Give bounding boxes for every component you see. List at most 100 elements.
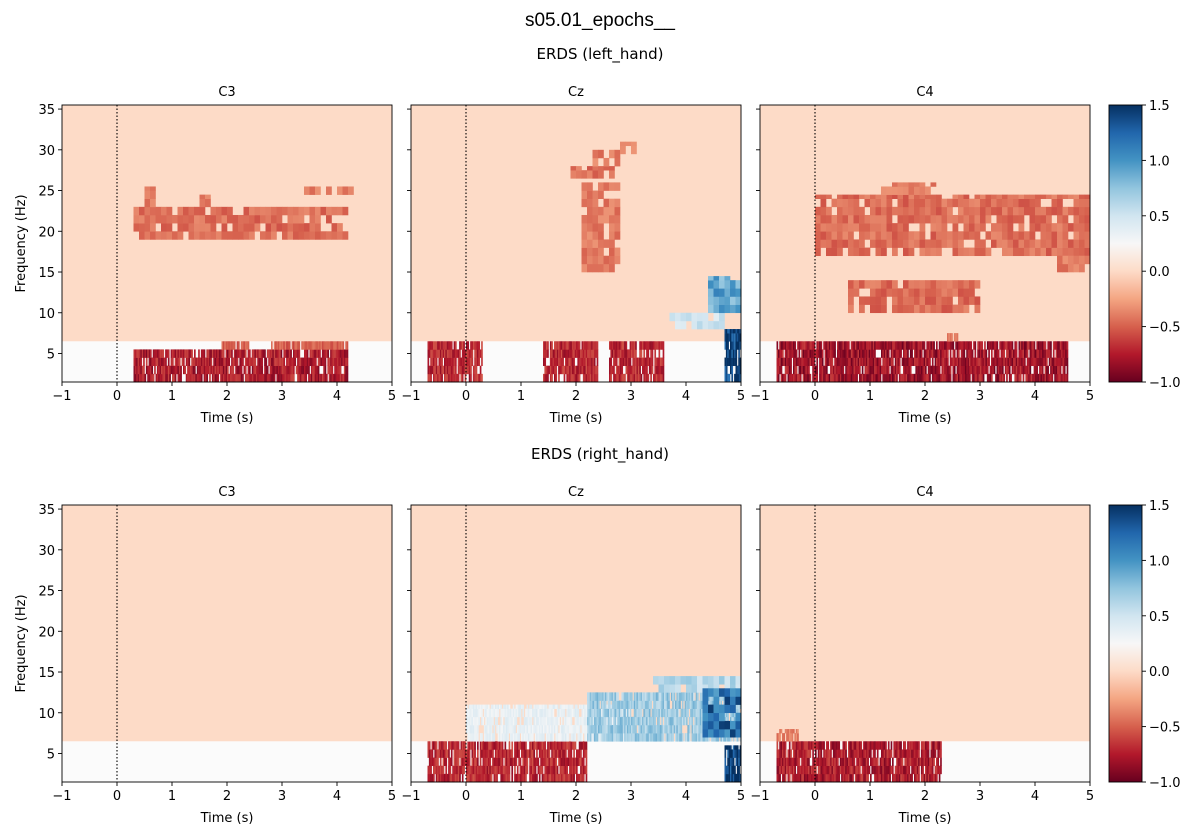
heatmap-region <box>669 312 725 330</box>
x-tick-label: 1 <box>168 789 176 804</box>
x-axis-label: Time (s) <box>200 411 254 426</box>
x-tick-label: 4 <box>1031 789 1039 804</box>
x-tick-label: 0 <box>113 789 121 804</box>
x-tick-label: 3 <box>976 789 984 804</box>
heatmap-background <box>760 505 1090 782</box>
panel-title: C3 <box>218 85 235 100</box>
x-tick-label: −1 <box>52 389 71 404</box>
colorbar-left_hand: 1.5 1.0 0.5 0.0 −0.5 −1.0 <box>1108 99 1181 391</box>
x-tick-label: 2 <box>572 789 580 804</box>
colorbar-gradient <box>1108 504 1143 783</box>
x-tick-label: 1 <box>866 789 874 804</box>
x-tick-label: −1 <box>52 789 71 804</box>
heatmap-background <box>62 505 392 782</box>
x-tick-label: 5 <box>1086 789 1094 804</box>
x-tick-label: 2 <box>572 389 580 404</box>
heatmap-region <box>620 141 637 155</box>
heatmap-region <box>133 349 349 383</box>
panel-title: C3 <box>218 485 235 500</box>
y-tick-label: 35 <box>38 103 55 118</box>
heatmap-region <box>776 341 1069 383</box>
heatmap-region <box>427 341 483 383</box>
x-tick-label: 3 <box>627 389 635 404</box>
heatmap-region <box>776 741 942 783</box>
heatmap-region <box>221 341 250 350</box>
panel-left_hand-c4: C4 −1 0 1 2 3 4 5 Time (s) <box>750 85 1094 426</box>
x-tick-label: 0 <box>462 789 470 804</box>
y-tick-label: 30 <box>38 544 55 559</box>
x-tick-label: 3 <box>976 389 984 404</box>
colorbar-tick-label: −1.0 <box>1149 376 1181 391</box>
heatmap-region <box>427 741 588 783</box>
x-tick-label: 1 <box>517 389 525 404</box>
heatmap-region <box>609 341 665 383</box>
colorbar-tick-label: 0.0 <box>1149 265 1170 280</box>
figure-title: s05.01_epochs__ <box>524 10 675 31</box>
x-tick-label: 4 <box>682 389 690 404</box>
x-tick-label: 2 <box>921 789 929 804</box>
panel-title: Cz <box>568 485 584 500</box>
y-tick-label: 25 <box>38 185 55 200</box>
y-tick-label: 25 <box>38 585 55 600</box>
heatmap-region <box>570 166 615 179</box>
colorbar-tick-label: 0.0 <box>1149 665 1170 680</box>
x-tick-label: 0 <box>462 389 470 404</box>
x-axis-label: Time (s) <box>898 811 952 826</box>
heatmap-region <box>592 149 621 167</box>
x-axis-label: Time (s) <box>549 411 603 426</box>
colorbar-tick-label: −0.5 <box>1149 721 1181 736</box>
heatmap-region <box>304 186 354 195</box>
heatmap-region <box>1057 255 1091 273</box>
x-axis-label: Time (s) <box>549 811 603 826</box>
heatmap-region <box>702 688 742 738</box>
colorbar-tick-label: −1.0 <box>1149 776 1181 791</box>
colorbar-tick-label: 1.0 <box>1149 154 1170 169</box>
heatmap-region <box>543 341 599 383</box>
x-tick-label: 4 <box>333 789 341 804</box>
panel-left_hand-cz: Cz −1 0 1 2 3 4 5 Time (s) <box>401 85 745 426</box>
x-tick-label: 4 <box>682 789 690 804</box>
x-tick-label: 2 <box>223 389 231 404</box>
y-tick-label: 5 <box>47 347 55 362</box>
y-tick-label: 10 <box>38 707 55 722</box>
heatmap-region <box>581 182 621 273</box>
x-tick-label: 3 <box>278 389 286 404</box>
heatmap-region <box>848 280 981 314</box>
x-tick-label: 2 <box>223 789 231 804</box>
x-tick-label: 0 <box>113 389 121 404</box>
heatmap-background <box>411 105 741 382</box>
x-tick-label: 1 <box>866 389 874 404</box>
y-tick-label: 15 <box>38 266 55 281</box>
heatmap-region <box>947 333 959 342</box>
heatmap-region <box>708 276 742 314</box>
x-tick-label: −1 <box>401 389 420 404</box>
x-tick-label: 5 <box>737 789 745 804</box>
panel-right_hand-c4: C4 −1 0 1 2 3 4 5 Time (s) <box>750 485 1094 826</box>
heatmap-region <box>144 186 156 208</box>
heatmap-region <box>271 341 349 350</box>
y-tick-label: 10 <box>38 307 55 322</box>
x-tick-label: 5 <box>1086 389 1094 404</box>
y-tick-label: 20 <box>38 225 55 240</box>
heatmap-region <box>724 745 742 783</box>
y-tick-label: 20 <box>38 625 55 640</box>
panel-right_hand-c3: C3 −1 0 1 2 3 4 5 Time (s) 5 10 15 20 25 30 35 Frequency… <box>14 485 396 826</box>
heatmap-region <box>199 194 211 208</box>
row-title-left-hand: ERDS (left_hand) <box>536 45 664 63</box>
x-tick-label: −1 <box>750 389 769 404</box>
colorbar-tick-label: −0.5 <box>1149 321 1181 336</box>
panel-title: Cz <box>568 85 584 100</box>
colorbar-gradient <box>1108 104 1143 383</box>
heatmap-background <box>62 105 392 382</box>
colorbar-tick-label: 1.0 <box>1149 554 1170 569</box>
heatmap-region <box>776 729 799 742</box>
heatmap-region <box>724 329 742 383</box>
x-tick-label: 5 <box>388 389 396 404</box>
x-tick-label: 3 <box>278 789 286 804</box>
x-tick-label: 5 <box>388 789 396 804</box>
heatmap-lowband <box>62 741 392 782</box>
x-tick-label: −1 <box>750 789 769 804</box>
row-title-right-hand: ERDS (right_hand) <box>531 445 669 463</box>
x-tick-label: 1 <box>168 389 176 404</box>
x-tick-label: −1 <box>401 789 420 804</box>
